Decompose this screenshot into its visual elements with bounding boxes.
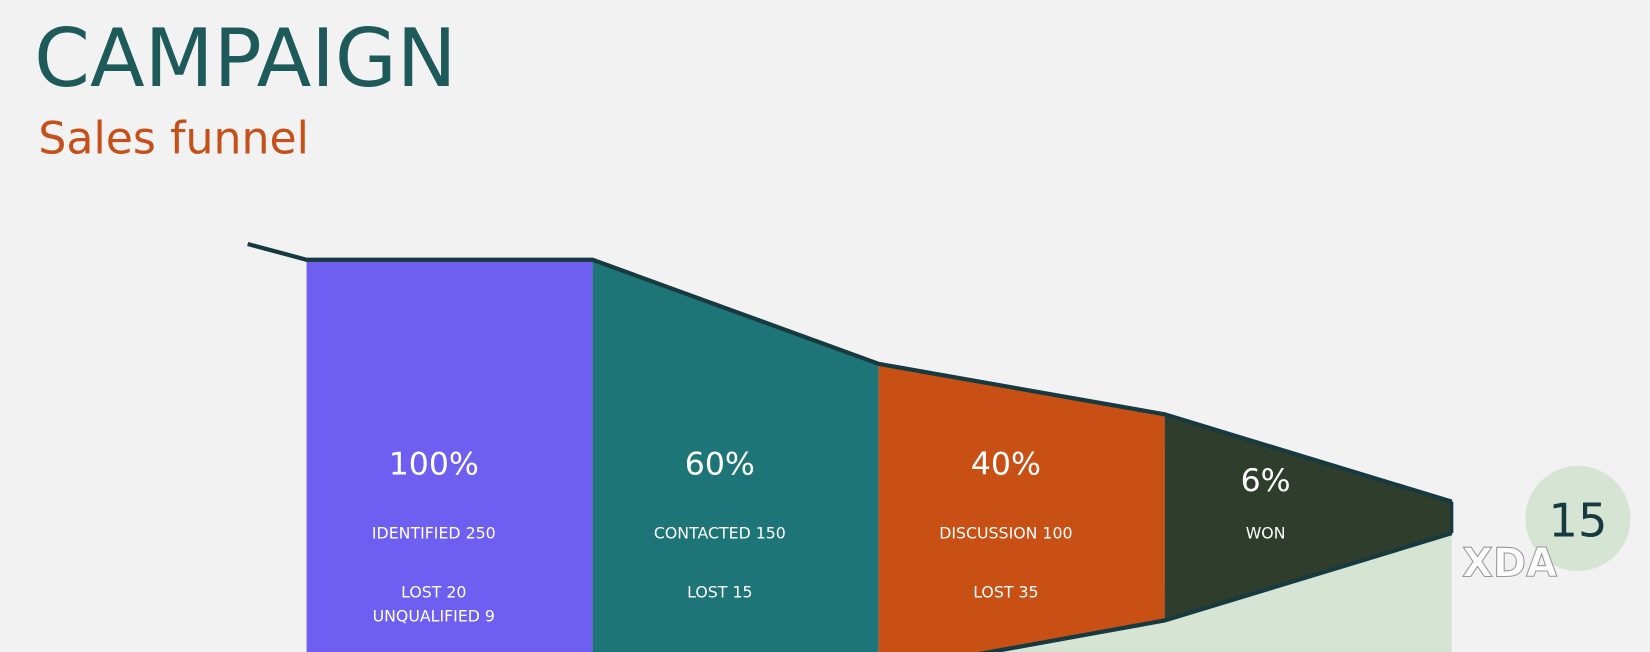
stage-identified	[306, 259, 593, 652]
stage-label: IDENTIFIED 250	[372, 523, 496, 542]
stage-label: WON	[1246, 523, 1286, 542]
stage-contacted	[592, 259, 879, 652]
stage-lost: LOST 15	[687, 582, 752, 601]
stage-lost: LOST 35	[973, 582, 1038, 601]
stage-label: DISCUSSION 100	[939, 523, 1072, 542]
watermark: XDA	[1462, 540, 1557, 586]
stage-percent: 6%	[1241, 463, 1291, 499]
won-area	[989, 533, 1452, 652]
funnel-bottom-edge	[978, 531, 1453, 652]
stage-lost: LOST 20	[401, 582, 466, 601]
stage-lost: UNQUALIFIED 9	[373, 607, 495, 626]
stage-won	[1164, 414, 1452, 621]
page-badge	[1525, 465, 1631, 572]
stage-percent: 100%	[389, 446, 479, 482]
stage-percent: 60%	[685, 446, 755, 482]
title: CAMPAIGN	[34, 12, 456, 105]
subtitle: Sales funnel	[38, 114, 309, 165]
funnel-top-edge	[247, 241, 1453, 504]
stage-percent: 40%	[971, 446, 1041, 482]
stage-label: CONTACTED 150	[654, 523, 786, 542]
page-number: 15	[1549, 493, 1608, 547]
stage-discussion	[878, 363, 1165, 652]
stage-labels: 100% IDENTIFIED 250 LOST 20 UNQUALIFIED 9 60…	[372, 446, 1291, 625]
